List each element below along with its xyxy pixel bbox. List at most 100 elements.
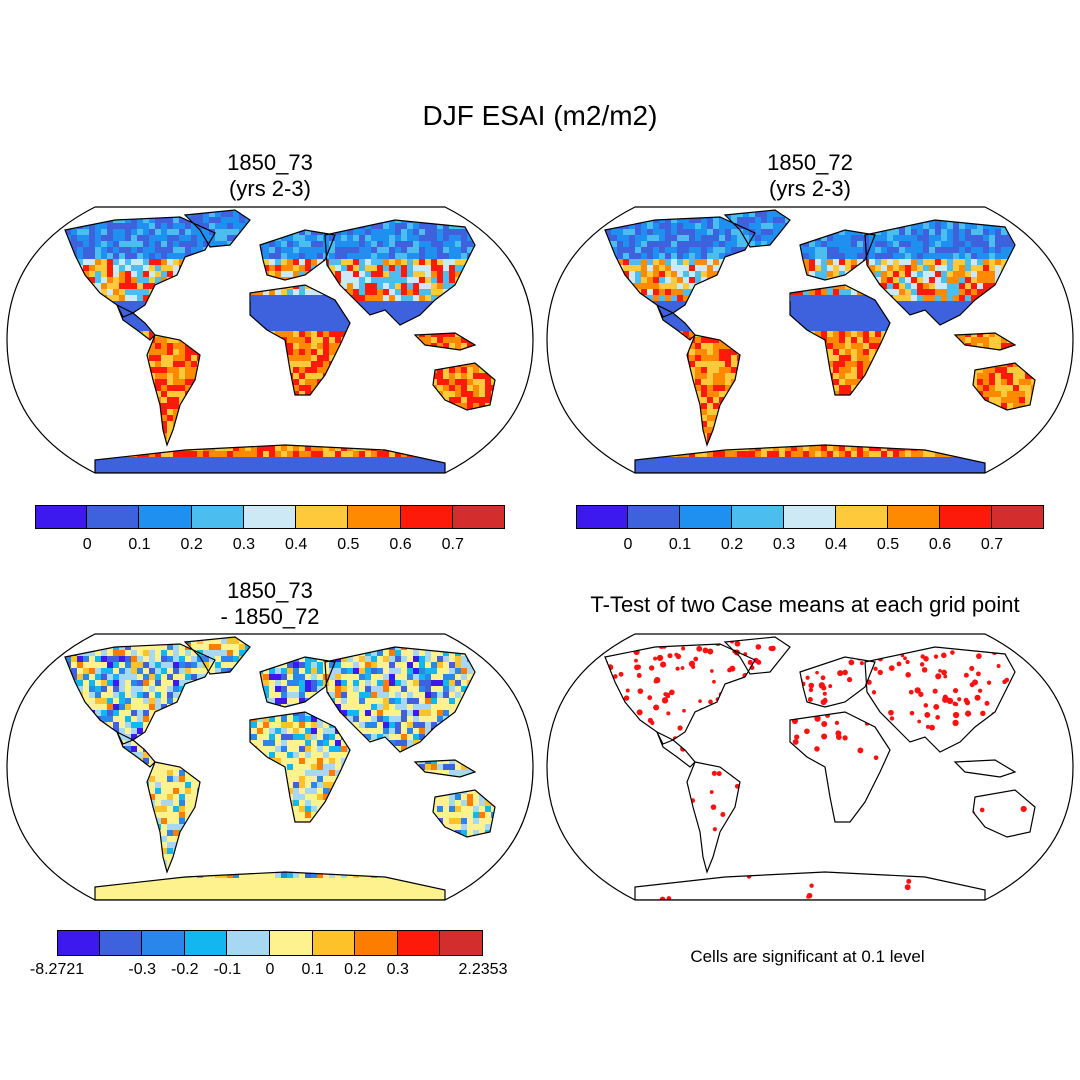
map-grid-cell: [677, 259, 683, 265]
map-grid-cell: [293, 349, 299, 355]
map-grid-cell: [893, 241, 899, 247]
map-grid-cell: [215, 223, 221, 229]
map-grid-cell: [905, 229, 911, 235]
map-grid-cell: [305, 457, 311, 463]
map-grid-cell: [419, 457, 425, 463]
map-grid-cell: [317, 349, 323, 355]
map-grid-cell: [101, 283, 107, 289]
map-grid-cell: [497, 205, 503, 211]
map-grid-cell: [299, 265, 305, 271]
map-grid-cell: [587, 223, 593, 229]
map-grid-cell: [143, 217, 149, 223]
map-grid-cell: [485, 373, 491, 379]
map-grid-cell: [473, 211, 479, 217]
map-grid-cell: [503, 457, 509, 463]
map-grid-cell: [677, 229, 683, 235]
map-grid-cell: [371, 259, 377, 265]
map-grid-cell: [779, 217, 785, 223]
map-grid-cell: [305, 337, 311, 343]
map-grid-cell: [659, 259, 665, 265]
map-grid-cell: [23, 241, 29, 247]
map-grid-cell: [467, 403, 473, 409]
map-grid-cell: [665, 229, 671, 235]
map-grid-cell: [263, 289, 269, 295]
map-grid-cell: [479, 391, 485, 397]
map-grid-cell: [5, 409, 11, 415]
map-grid-cell: [521, 439, 527, 445]
map-grid-cell: [479, 451, 485, 457]
map-grid-cell: [875, 253, 881, 259]
map-grid-cell: [1013, 211, 1019, 217]
map-grid-cell: [845, 241, 851, 247]
map-grid-cell: [455, 241, 461, 247]
map-grid-cell: [479, 217, 485, 223]
map-grid-cell: [197, 235, 203, 241]
map-grid-cell: [875, 241, 881, 247]
map-grid-cell: [149, 343, 155, 349]
map-grid-cell: [449, 229, 455, 235]
map-grid-cell: [1001, 235, 1007, 241]
map-grid-cell: [485, 463, 491, 469]
map-grid-cell: [173, 349, 179, 355]
map-grid-cell: [635, 265, 641, 271]
map-grid-cell: [113, 469, 119, 473]
coastline: [324, 219, 476, 326]
map-grid-cell: [917, 253, 923, 259]
map-grid-cell: [281, 241, 287, 247]
map-grid-cell: [443, 247, 449, 253]
map-grid-cell: [1049, 205, 1055, 211]
map-grid-cell: [437, 343, 443, 349]
map-grid-cell: [83, 235, 89, 241]
coastline: [94, 444, 446, 473]
map-grid-cell: [167, 349, 173, 355]
map-grid-cell: [503, 211, 509, 217]
map-grid-cell: [569, 211, 575, 217]
map-grid-cell: [179, 343, 185, 349]
map-grid-cell: [515, 421, 521, 427]
map-grid-cell: [365, 271, 371, 277]
map-grid-cell: [269, 289, 275, 295]
map-grid-cell: [89, 223, 95, 229]
map-grid-cell: [149, 469, 155, 473]
map-grid-cell: [701, 259, 707, 265]
map-grid-cell: [155, 265, 161, 271]
map-grid-cell: [437, 367, 443, 373]
map-grid-cell: [1037, 205, 1043, 211]
map-grid-cell: [137, 253, 143, 259]
map-grid-cell: [1055, 259, 1061, 265]
map-grid-cell: [1037, 223, 1043, 229]
map-grid-cell: [251, 469, 257, 473]
map-grid-cell: [407, 289, 413, 295]
map-grid-cell: [995, 259, 1001, 265]
map-grid-cell: [287, 241, 293, 247]
map-grid-cell: [5, 445, 11, 451]
map-grid-cell: [317, 373, 323, 379]
map-grid-cell: [377, 265, 383, 271]
map-grid-cell: [413, 271, 419, 277]
map-grid-cell: [281, 295, 287, 301]
map-grid-cell: [263, 313, 269, 319]
map-grid-cell: [17, 445, 23, 451]
map-grid-cell: [377, 451, 383, 457]
map-grid-cell: [167, 253, 173, 259]
map-grid-cell: [29, 229, 35, 235]
map-grid-cell: [59, 469, 65, 475]
map-grid-cell: [197, 457, 203, 463]
map-grid-cell: [533, 367, 539, 373]
map-grid-cell: [317, 343, 323, 349]
map-grid-cell: [935, 247, 941, 253]
map-grid-cell: [401, 319, 407, 325]
map-grid-cell: [323, 343, 329, 349]
map-grid-cell: [929, 235, 935, 241]
map-grid-cell: [185, 349, 191, 355]
map-grid-cell: [419, 289, 425, 295]
map-grid-cell: [269, 241, 275, 247]
map-grid-cell: [89, 235, 95, 241]
map-grid-cell: [113, 259, 119, 265]
map-grid-cell: [389, 259, 395, 265]
map-grid-cell: [185, 223, 191, 229]
map-grid-cell: [275, 289, 281, 295]
map-grid-cell: [131, 283, 137, 289]
map-grid-cell: [17, 235, 23, 241]
map-grid-cell: [581, 235, 587, 241]
